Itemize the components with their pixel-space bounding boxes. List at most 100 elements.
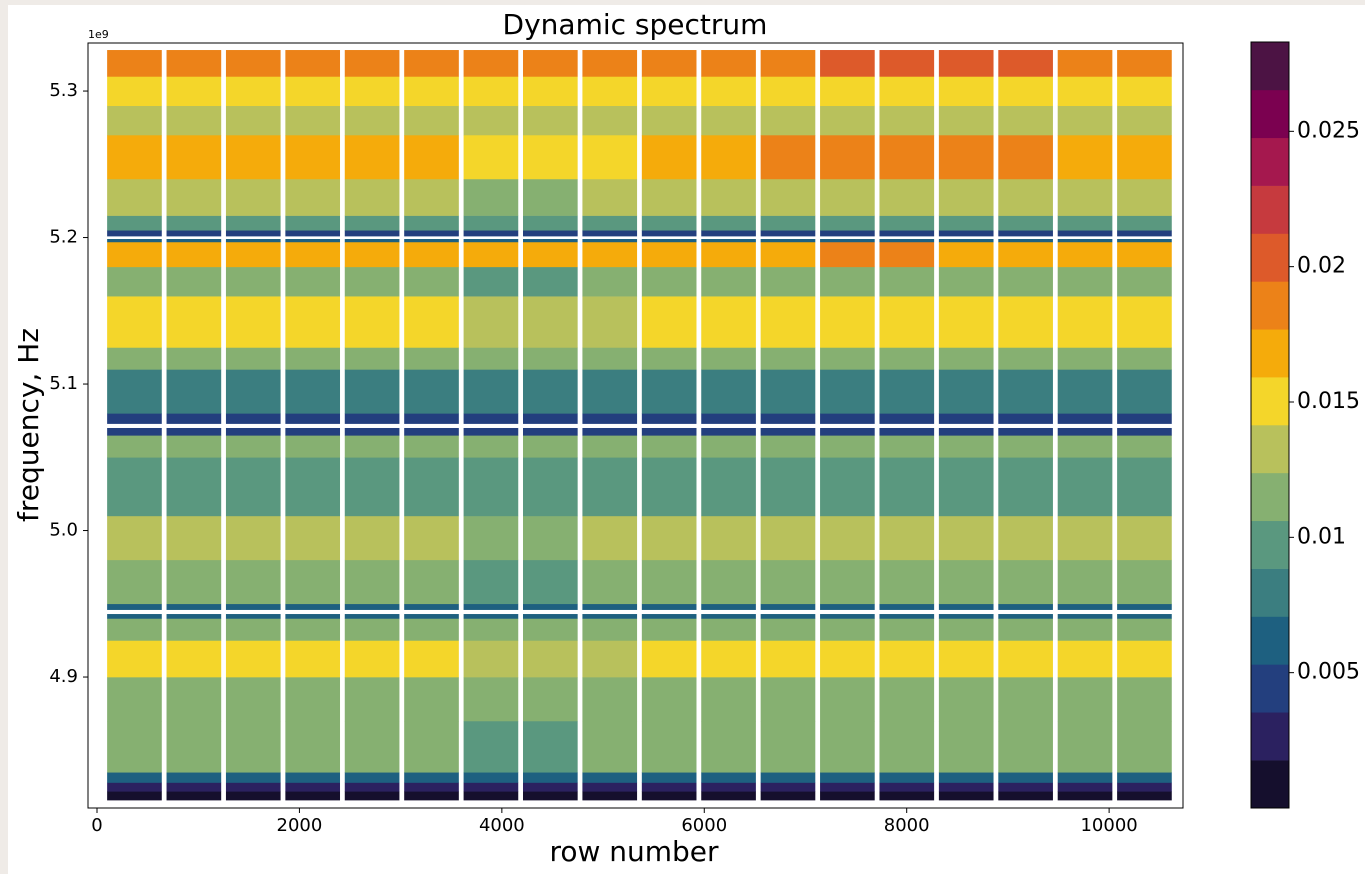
- heatmap-cell: [107, 296, 162, 348]
- heatmap-cell: [879, 559, 935, 605]
- heatmap-cell: [285, 782, 341, 792]
- heatmap-cell: [1117, 369, 1172, 414]
- heatmap-cell: [701, 178, 756, 216]
- heatmap-cell: [820, 134, 875, 180]
- colorbar-segment: [1251, 377, 1289, 426]
- heatmap-cell: [1117, 559, 1172, 605]
- heatmap-cell: [523, 134, 578, 180]
- heatmap-cell: [1057, 614, 1113, 619]
- colorbar-segment: [1251, 760, 1289, 809]
- heatmap-cell: [1117, 76, 1172, 107]
- heatmap-cell: [404, 76, 459, 107]
- heatmap-cell: [582, 782, 638, 792]
- heatmap-cell: [582, 772, 638, 783]
- heatmap-cell: [701, 603, 756, 610]
- heatmap-cell: [463, 230, 519, 237]
- heatmap-cell: [463, 413, 519, 424]
- heatmap-cell: [285, 435, 341, 458]
- heatmap-cell: [998, 241, 1053, 268]
- heatmap-cell: [107, 215, 162, 231]
- heatmap-cell: [344, 782, 400, 792]
- heatmap-cell: [463, 791, 519, 801]
- heatmap-cell: [938, 215, 994, 231]
- heatmap-cell: [998, 50, 1053, 77]
- heatmap-cell: [463, 76, 519, 107]
- colorbar-segment: [1251, 616, 1289, 665]
- heatmap-cell: [879, 515, 935, 561]
- heatmap-cell: [285, 640, 341, 678]
- x-tick-label: 8000: [884, 815, 930, 836]
- colorbar-segment: [1251, 568, 1289, 617]
- x-axis-label: row number: [549, 835, 719, 868]
- heatmap-cell: [820, 435, 875, 458]
- heatmap-cell: [641, 677, 697, 722]
- heatmap-cell: [1117, 427, 1172, 436]
- heatmap-cell: [820, 50, 875, 77]
- heatmap-cell: [1057, 296, 1113, 348]
- heatmap-cell: [523, 772, 578, 783]
- heatmap-cell: [107, 76, 162, 107]
- heatmap-cell: [344, 791, 400, 801]
- heatmap-cell: [1117, 782, 1172, 792]
- heatmap-cell: [166, 241, 222, 268]
- heatmap-cell: [404, 296, 459, 348]
- heatmap-cell: [582, 427, 638, 436]
- heatmap-cell: [225, 215, 281, 231]
- heatmap-cell: [225, 435, 281, 458]
- heatmap-cell: [938, 241, 994, 268]
- colorbar-tick-label: 0.005: [1297, 660, 1360, 685]
- heatmap-cell: [641, 296, 697, 348]
- heatmap-cell: [285, 515, 341, 561]
- heatmap-cell: [879, 640, 935, 678]
- heatmap-cell: [1117, 618, 1172, 641]
- heatmap-cell: [225, 369, 281, 414]
- heatmap-cell: [582, 677, 638, 722]
- heatmap-cell: [938, 457, 994, 517]
- heatmap-cell: [760, 266, 816, 297]
- heatmap-cell: [404, 178, 459, 216]
- heatmap-cell: [285, 603, 341, 610]
- heatmap-cell: [641, 559, 697, 605]
- heatmap-cell: [225, 347, 281, 370]
- heatmap-cell: [701, 241, 756, 268]
- heatmap-cell: [1117, 720, 1172, 773]
- heatmap-cell: [701, 457, 756, 517]
- heatmap-cell: [701, 618, 756, 641]
- heatmap-cell: [166, 239, 222, 243]
- heatmap-cell: [1117, 640, 1172, 678]
- heatmap-cell: [166, 515, 222, 561]
- heatmap-cell: [404, 413, 459, 424]
- heatmap-cell: [166, 772, 222, 783]
- heatmap-cell: [938, 230, 994, 237]
- heatmap-cell: [404, 791, 459, 801]
- heatmap-cell: [463, 105, 519, 136]
- heatmap-cell: [1117, 347, 1172, 370]
- heatmap-cell: [344, 369, 400, 414]
- heatmap-cell: [225, 134, 281, 180]
- heatmap-cell: [404, 241, 459, 268]
- heatmap-cell: [107, 413, 162, 424]
- heatmap-cell: [820, 603, 875, 610]
- heatmap-cell: [344, 241, 400, 268]
- heatmap-cell: [938, 435, 994, 458]
- heatmap-cell: [523, 427, 578, 436]
- heatmap-cell: [701, 369, 756, 414]
- heatmap-cell: [344, 50, 400, 77]
- heatmap-cell: [166, 296, 222, 348]
- heatmap-cell: [998, 413, 1053, 424]
- heatmap-cell: [879, 413, 935, 424]
- heatmap-cell: [404, 782, 459, 792]
- heatmap-cell: [582, 215, 638, 231]
- heatmap-cell: [1057, 369, 1113, 414]
- y-tick-label: 4.9: [49, 666, 78, 687]
- heatmap-cell: [641, 76, 697, 107]
- heatmap-cell: [107, 791, 162, 801]
- heatmap-cell: [523, 215, 578, 231]
- heatmap-cell: [938, 791, 994, 801]
- heatmap-cell: [641, 427, 697, 436]
- heatmap-cell: [701, 640, 756, 678]
- heatmap-cell: [166, 215, 222, 231]
- heatmap-cell: [820, 515, 875, 561]
- heatmap-cell: [582, 413, 638, 424]
- heatmap-cell: [760, 105, 816, 136]
